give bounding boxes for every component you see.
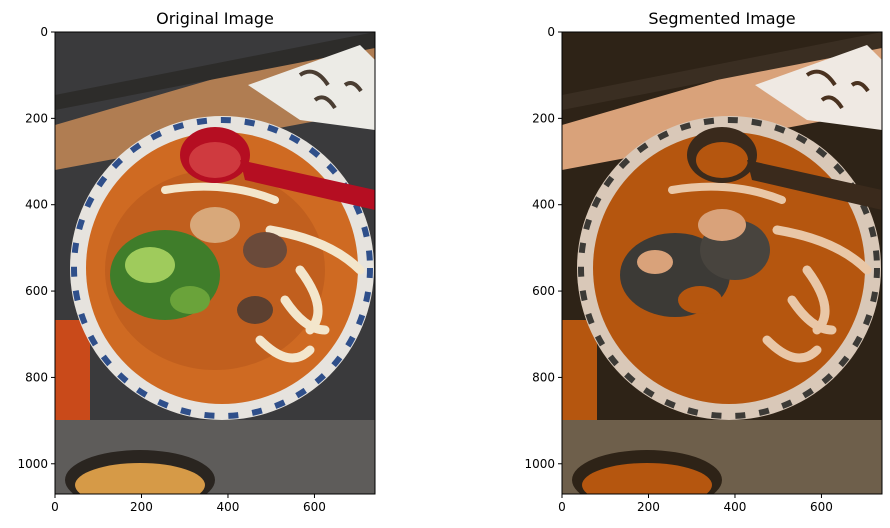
segmented-image-y-tick-label-200: 200 [532, 111, 555, 125]
original-image-x-tick-label-200: 200 [130, 500, 153, 514]
original-image-title: Original Image [156, 9, 274, 28]
original-image-y-tick-label-0: 0 [40, 25, 48, 39]
original-image-y-tick-label-1000: 1000 [17, 457, 48, 471]
original-image-y-tick-label-400: 400 [25, 198, 48, 212]
original-image-y-tick-label-200: 200 [25, 111, 48, 125]
segmented-image-panel: Segmented Image [524, 9, 883, 514]
segmented-image-x-tick-label-600: 600 [810, 500, 833, 514]
original-image-x-tick-label-0: 0 [51, 500, 59, 514]
original-image-y-tick-label-800: 800 [25, 370, 48, 384]
original-image-axes-frame [54, 31, 376, 495]
segmented-image-y-tick-label-800: 800 [532, 370, 555, 384]
original-image-y-tick-label-600: 600 [25, 284, 48, 298]
original-image-picture [55, 32, 375, 494]
segmented-image-axes-frame [561, 31, 883, 495]
segmented-image-x-tick-label-0: 0 [558, 500, 566, 514]
segmented-image-axes: 0 200 400 600 0 200 400 600 800 1000 [524, 25, 832, 514]
segmented-image-x-tick-label-400: 400 [724, 500, 747, 514]
original-image-x-tick-label-400: 400 [217, 500, 240, 514]
segmented-image-x-tick-label-200: 200 [637, 500, 660, 514]
segmented-image-y-tick-label-400: 400 [532, 198, 555, 212]
original-image-panel: Original Image [17, 9, 376, 514]
segmented-image-y-tick-label-1000: 1000 [524, 457, 555, 471]
segmented-image-picture [562, 32, 882, 494]
segmented-image-title: Segmented Image [648, 9, 795, 28]
segmented-image-y-tick-label-600: 600 [532, 284, 555, 298]
original-image-axes: 0 200 400 600 0 200 400 600 800 1000 [17, 25, 325, 514]
original-image-x-tick-label-600: 600 [303, 500, 326, 514]
segmented-image-y-tick-label-0: 0 [547, 25, 555, 39]
